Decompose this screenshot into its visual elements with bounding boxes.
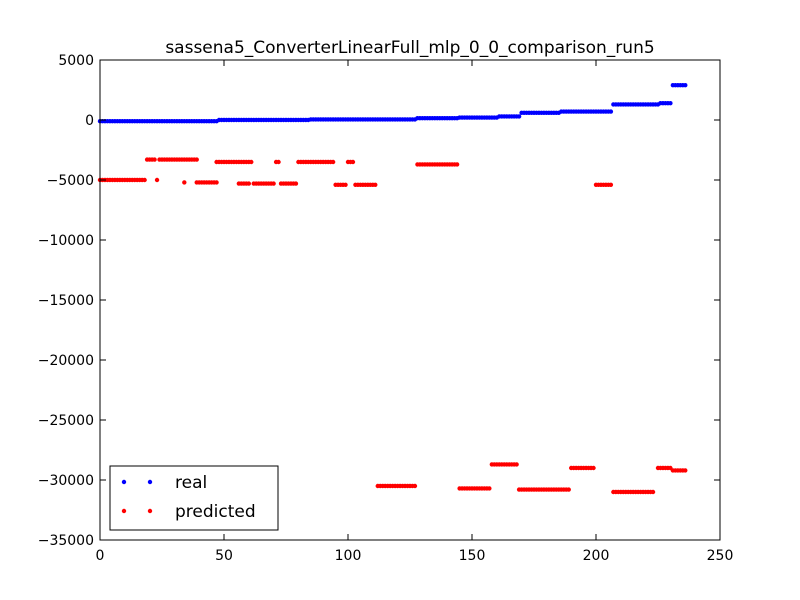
data-point-predicted: [650, 489, 656, 495]
y-tick-label: −35000: [38, 533, 94, 549]
data-point-predicted: [683, 468, 688, 473]
x-tick-label: 150: [459, 548, 486, 564]
data-point-predicted: [591, 465, 596, 471]
data-point-predicted: [152, 157, 157, 162]
data-point-predicted: [330, 159, 336, 165]
x-tick-label: 0: [96, 548, 105, 564]
data-point-predicted: [276, 159, 281, 165]
data-point-predicted: [454, 162, 460, 167]
y-tick-label: 5000: [58, 53, 94, 69]
data-point-predicted: [412, 483, 418, 489]
y-tick-label: −15000: [38, 293, 94, 309]
data-point-predicted: [487, 486, 492, 491]
y-tick-label: −10000: [38, 233, 94, 249]
data-point-predicted: [566, 487, 571, 492]
x-tick-label: 200: [583, 548, 610, 564]
data-points: [97, 83, 688, 495]
y-tick-label: −5000: [47, 173, 94, 189]
data-point-real: [608, 109, 614, 114]
y-tick-label: 0: [85, 113, 94, 129]
legend: real predicted: [109, 465, 279, 531]
x-axis: 0 50 100 150 200 250: [96, 60, 734, 564]
data-point-predicted: [293, 181, 299, 186]
x-tick-label: 100: [335, 548, 362, 564]
y-tick-label: −20000: [38, 353, 94, 369]
series-predicted: [97, 157, 688, 495]
legend-label-predicted: predicted: [175, 502, 256, 522]
chart-title: sassena5_ConverterLinearFull_mlp_0_0_com…: [165, 38, 654, 58]
data-point-predicted: [249, 159, 254, 165]
data-point-real: [683, 83, 688, 88]
data-point-predicted: [350, 159, 356, 165]
data-point-predicted: [142, 177, 147, 183]
data-point-predicted: [194, 157, 199, 162]
legend-label-real: real: [175, 473, 207, 493]
x-tick-label: 250: [707, 548, 734, 564]
y-tick-label: −25000: [38, 413, 94, 429]
data-point-predicted: [514, 462, 519, 467]
data-point-predicted: [608, 182, 614, 187]
legend-marker-real: [121, 479, 127, 485]
legend-box: [109, 465, 279, 531]
series-real: [97, 83, 688, 124]
legend-marker-predicted: [147, 508, 153, 514]
legend-marker-real: [147, 479, 153, 485]
y-axis: 5000 0 −5000 −10000 −15000 −20000 −25000 −30000…: [38, 53, 720, 549]
x-tick-label: 50: [215, 548, 233, 564]
data-point-predicted: [343, 182, 348, 187]
legend-marker-predicted: [121, 508, 127, 514]
data-point-predicted: [214, 180, 219, 185]
data-point-predicted: [154, 177, 160, 183]
data-point-real: [516, 114, 522, 119]
y-tick-label: −30000: [38, 473, 94, 489]
data-point-predicted: [182, 180, 187, 185]
data-point-real: [668, 101, 673, 106]
data-point-predicted: [373, 182, 378, 187]
data-point-predicted: [271, 181, 276, 186]
data-point-predicted: [246, 181, 251, 186]
